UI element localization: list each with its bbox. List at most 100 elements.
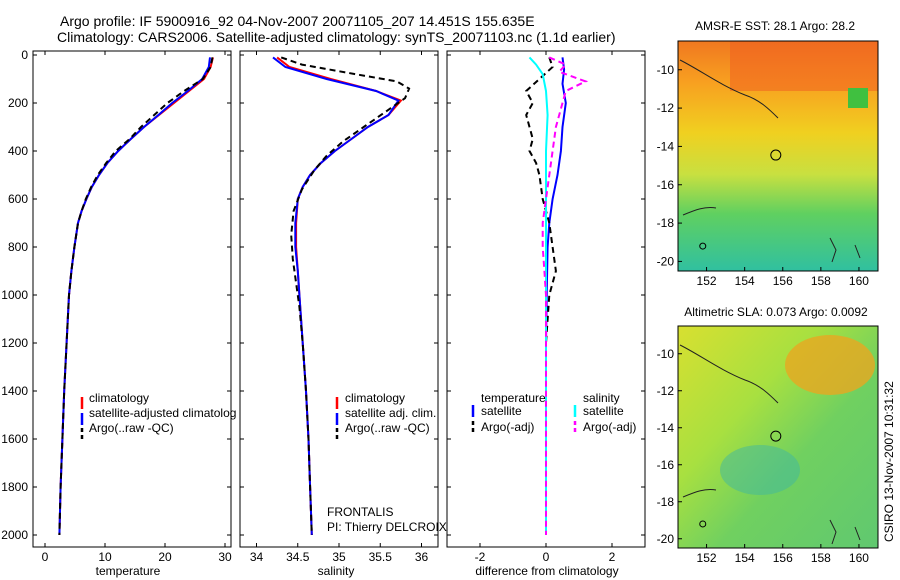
series-line-salinity-satellite [528, 56, 549, 535]
salinity-panel: 34 34.5 35 35.5 36 salinity climatology sate… [239, 50, 447, 578]
legend-label-satellite-adj: satellite adj. clim. [345, 406, 436, 420]
map-xtick-label: 158 [811, 551, 831, 565]
sla-map-title: Altimetric SLA: 0.073 Argo: 0.0092 [684, 305, 868, 319]
title-line-2: Climatology: CARS2006. Satellite-adjuste… [57, 29, 615, 45]
map-xtick-label: 152 [697, 274, 717, 288]
xtick-label: 35.5 [369, 550, 393, 564]
salinity-legend: climatology satellite adj. clim. Argo(..… [335, 391, 436, 440]
temperature-xlabel: temperature [96, 564, 161, 578]
ytick-label: 1400 [1, 384, 28, 398]
ytick-label: 800 [8, 240, 28, 254]
sst-coastline-islands [682, 207, 717, 216]
series-line-temperature-argo-adj- [524, 57, 557, 535]
legend-label-climatology: climatology [89, 391, 149, 405]
map-ytick-label: -14 [657, 421, 675, 435]
xtick-label: 34.5 [286, 550, 310, 564]
xtick-label: 36 [415, 550, 429, 564]
map-ytick-label: -16 [657, 178, 675, 192]
sst-green-patch [848, 88, 868, 108]
legend-label-satellite-adjusted: satellite-adjusted climatolog [89, 406, 236, 420]
legend-label-sal-argo: Argo(-adj) [583, 420, 636, 434]
sst-coastline-aus [829, 237, 861, 263]
map-ytick-label: -20 [657, 254, 675, 268]
sst-warm-patch [730, 41, 878, 91]
sst-map-ticks: 152 154 156 158 160 -10 -12 -14 -16 -18 -20 [657, 63, 870, 288]
map-island-circle [699, 242, 707, 250]
title-line-1: Argo profile: IF 5900916_92 04-Nov-2007 … [60, 13, 535, 29]
difference-xlabel: difference from climatology [475, 564, 618, 578]
ytick-label: 1200 [1, 336, 28, 350]
sst-argo-marker [770, 149, 782, 161]
sst-map-panel: AMSR-E SST: 28.1 Argo: 28.2 152 15 [657, 19, 879, 288]
difference-series [524, 56, 589, 535]
legend-label-temp-argo: Argo(-adj) [481, 420, 534, 434]
legend-label-temp-satellite: satellite [481, 404, 522, 418]
sla-map-ticks: 152 154 156 158 160 -10 -12 -14 -16 -18 -20 [657, 347, 870, 565]
map-xtick-label: 154 [735, 551, 755, 565]
temperature-legend: climatology satellite-adjusted climatolo… [80, 391, 236, 440]
map-ytick-label: -18 [657, 495, 675, 509]
pi-name: PI: Thierry DELCROIX [327, 520, 447, 534]
sla-low-patch [720, 445, 800, 495]
ytick-label: 1800 [1, 480, 28, 494]
ytick-label: 1000 [1, 288, 28, 302]
xtick-label: 10 [98, 550, 112, 564]
map-ytick-label: -10 [657, 63, 675, 77]
temperature-axes-frame [32, 50, 232, 548]
sst-map-title: AMSR-E SST: 28.1 Argo: 28.2 [695, 19, 855, 33]
map-xtick-label: 156 [773, 551, 793, 565]
series-line-salinity-argo-adj- [541, 56, 589, 535]
difference-yticks [447, 54, 645, 536]
ytick-label: 600 [8, 192, 28, 206]
legend-heading-salinity: salinity [583, 391, 620, 405]
sla-argo-marker [770, 430, 782, 442]
series-line-argo-raw-qc- [280, 56, 411, 536]
sla-map-panel: Altimetric SLA: 0.073 Argo: 0.0092 152 15… [657, 305, 879, 565]
map-ytick-label: -14 [657, 139, 675, 153]
ytick-label: 1600 [1, 432, 28, 446]
legend-label-sal-satellite: satellite [583, 404, 624, 418]
map-xtick-label: 160 [849, 551, 869, 565]
difference-panel: -2 0 2 difference from climatology tempera… [446, 50, 646, 578]
salinity-xticks: 34 34.5 35 35.5 36 [250, 51, 429, 564]
series-line-argo-raw-qc- [58, 57, 214, 536]
map-xtick-label: 152 [697, 551, 717, 565]
xtick-label: -2 [475, 550, 486, 564]
salinity-yticks [240, 54, 438, 536]
map-xtick-label: 156 [773, 274, 793, 288]
temperature-panel: 0 200 400 600 800 1000 1200 1400 1600 1800 2000 0 1… [1, 48, 236, 578]
difference-xticks: -2 0 2 [475, 51, 616, 564]
xtick-label: 0 [543, 550, 550, 564]
project-name: FRONTALIS [327, 505, 393, 519]
difference-legend: temperature satellite Argo(-adj) salinit… [471, 391, 636, 434]
ytick-label: 2000 [1, 528, 28, 542]
ytick-label: 0 [21, 48, 28, 62]
xtick-label: 34 [250, 550, 264, 564]
map-ytick-label: -16 [657, 458, 675, 472]
map-ytick-label: -10 [657, 347, 675, 361]
xtick-label: 35 [332, 550, 346, 564]
map-island-circle [699, 520, 707, 528]
salinity-series [272, 56, 411, 536]
map-xtick-label: 158 [811, 274, 831, 288]
temperature-series [58, 57, 214, 536]
map-xtick-label: 154 [735, 274, 755, 288]
temperature-yticks: 0 200 400 600 800 1000 1200 1400 1600 1800 2000 [1, 48, 231, 542]
legend-heading-temperature: temperature [481, 391, 546, 405]
map-ytick-label: -18 [657, 216, 675, 230]
legend-label-argo: Argo(..raw -QC) [89, 421, 174, 435]
xtick-label: 20 [158, 550, 172, 564]
map-ytick-label: -12 [657, 384, 675, 398]
sla-map-frame [677, 325, 879, 549]
legend-label-climatology: climatology [345, 391, 405, 405]
xtick-label: 2 [609, 550, 616, 564]
sst-map-frame [677, 40, 879, 272]
map-xtick-label: 160 [849, 274, 869, 288]
ytick-label: 200 [8, 96, 28, 110]
xtick-label: 0 [42, 550, 49, 564]
sla-coastline-png [679, 344, 779, 404]
xtick-label: 30 [218, 550, 232, 564]
temperature-xticks: 0 10 20 30 [42, 51, 232, 564]
map-ytick-label: -20 [657, 532, 675, 546]
